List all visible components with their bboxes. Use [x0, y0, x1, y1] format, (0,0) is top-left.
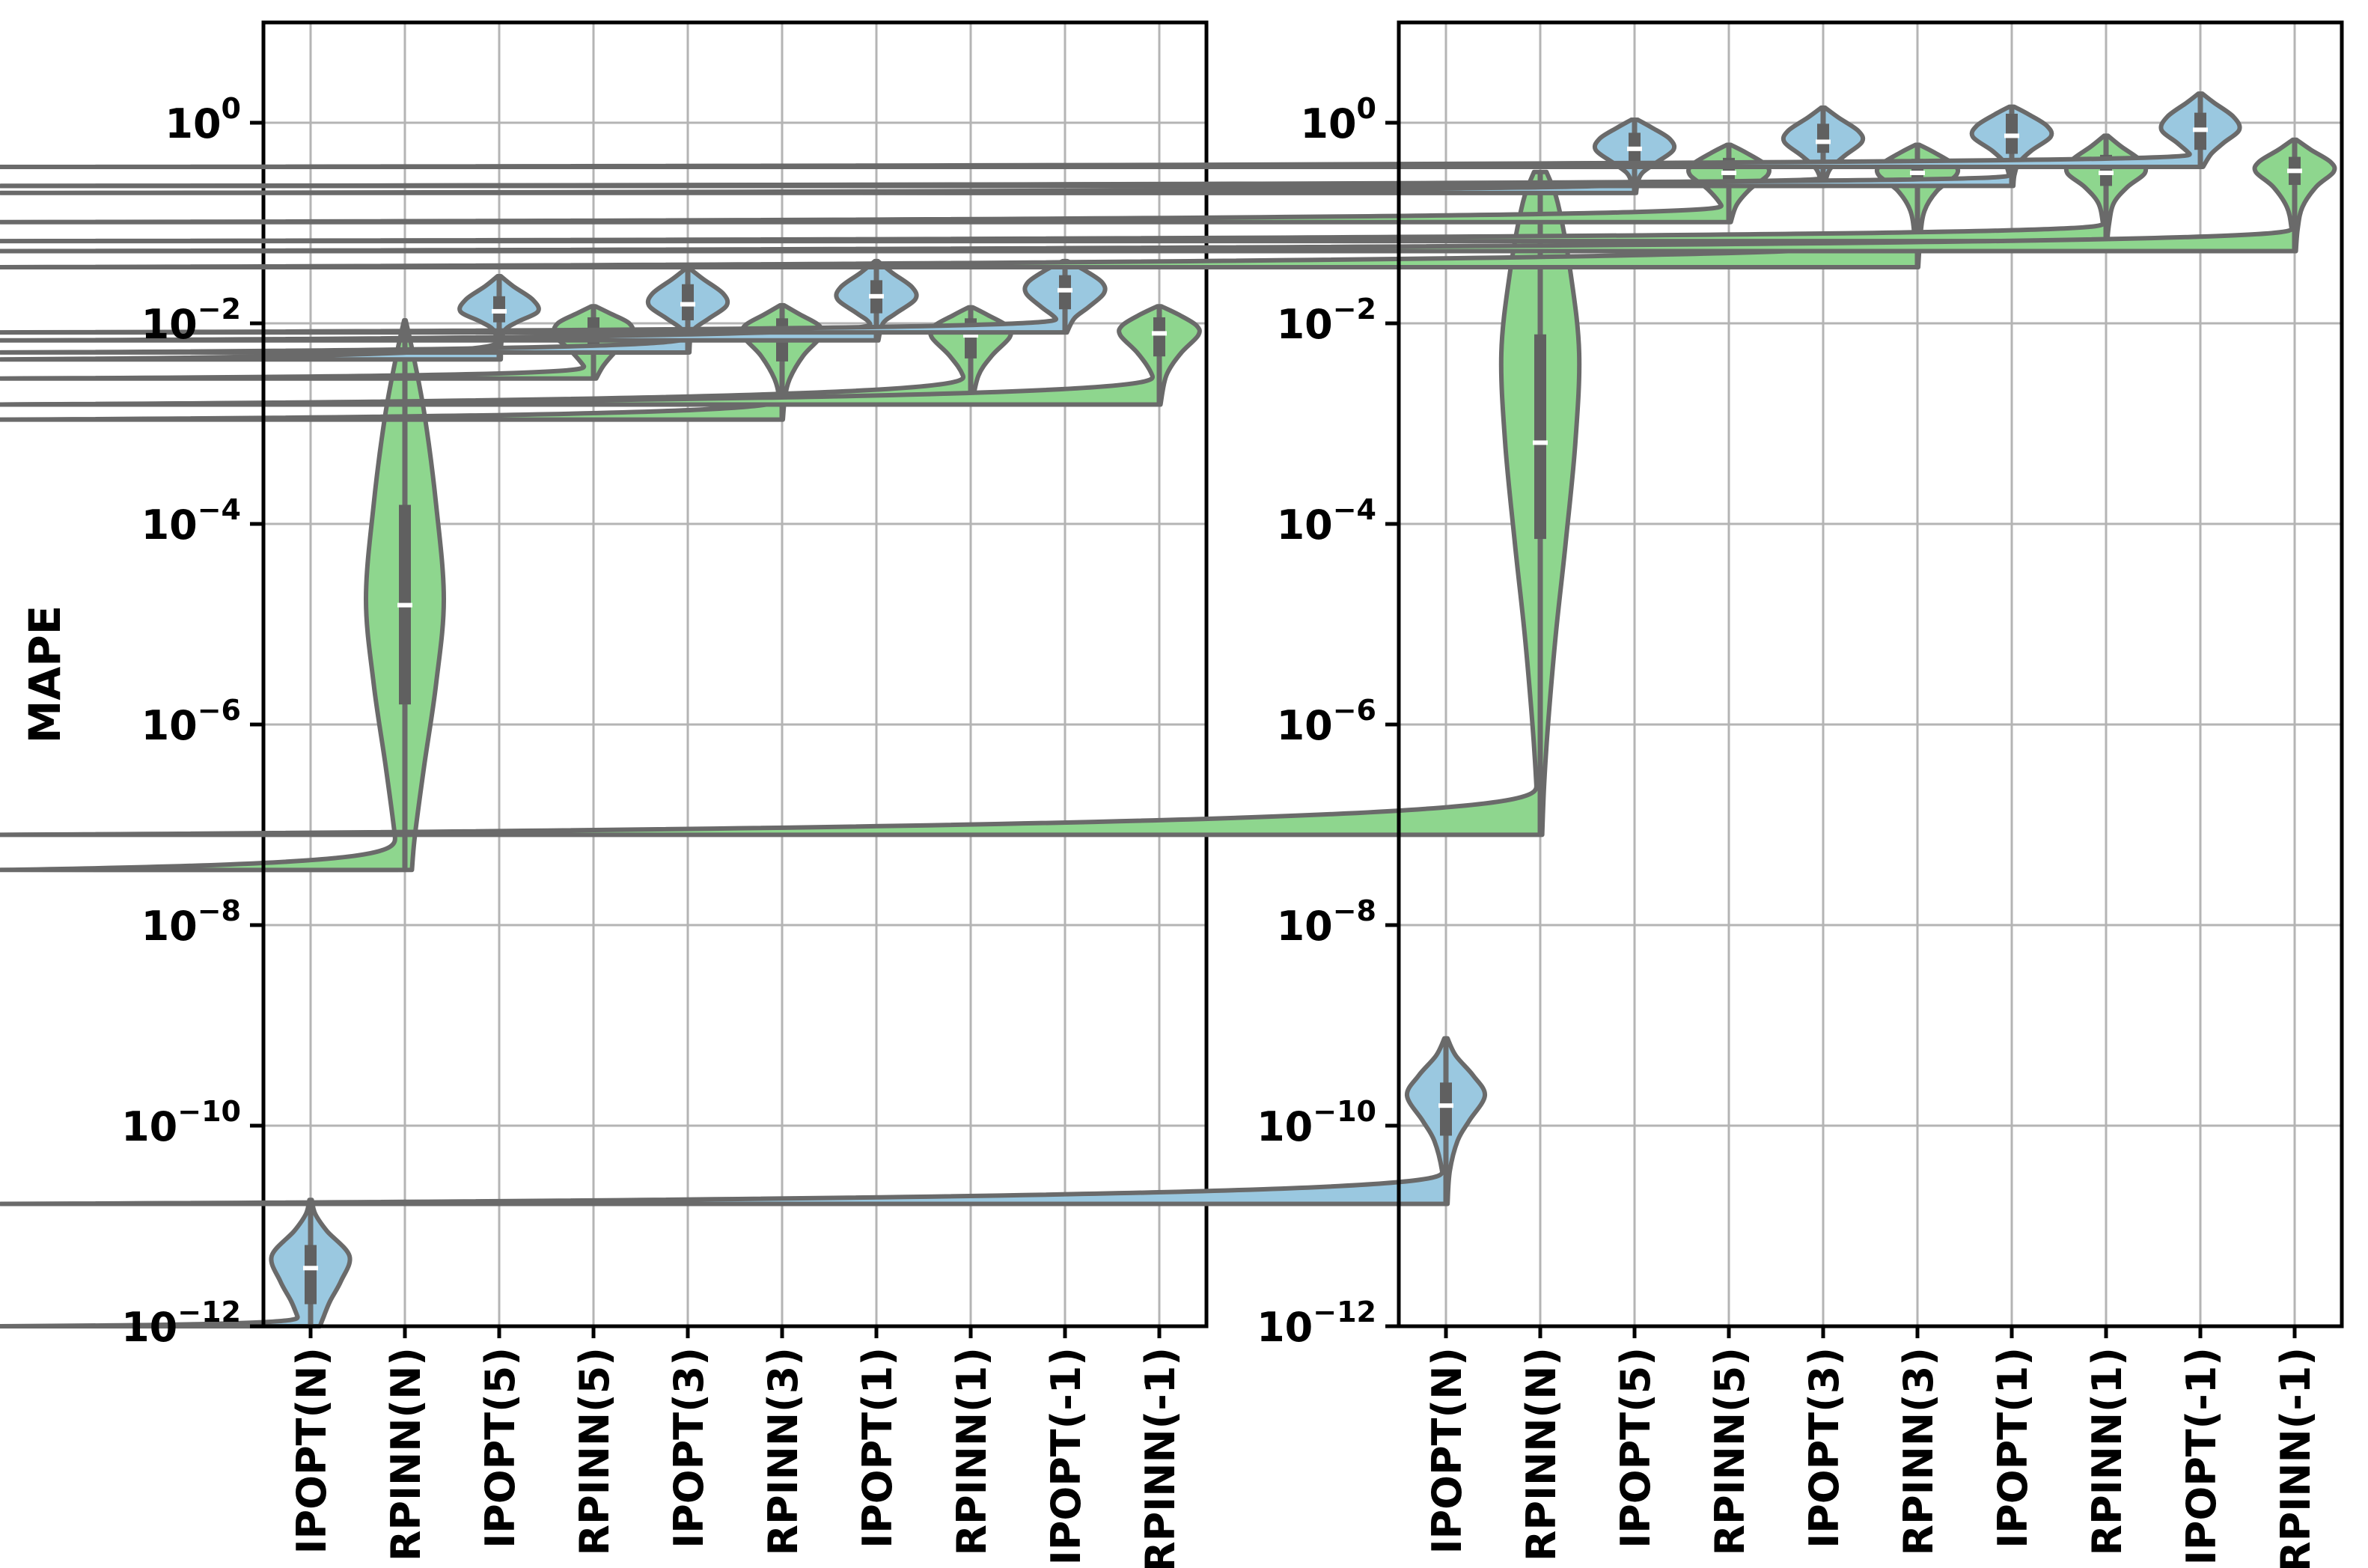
x-tick-label-ipopt-1: IPOPT(1)	[1989, 1347, 2036, 1549]
x-tick-label-rpinn-n: RPINN(N)	[382, 1347, 430, 1561]
violin-ipopt-n	[0, 1036, 1488, 1206]
x-tick-label-ipopt-5: IPOPT(5)	[477, 1347, 524, 1549]
violin-ipopt-3	[0, 266, 730, 355]
x-tick-label-rpinn-3: RPINN(3)	[760, 1347, 807, 1556]
axes-border	[1397, 20, 2344, 1328]
iqr-box-ipopt-3	[1817, 123, 1829, 153]
violin-ipopt-1	[0, 104, 2054, 189]
iqr-box-ipopt-n	[1440, 1082, 1452, 1136]
median-line-ipopt-3	[1816, 139, 1831, 144]
median-line-ipopt-n	[1438, 1103, 1453, 1108]
iqr-box-rpinn-1	[1153, 317, 1165, 357]
x-tick-label-rpinn-n: RPINN(N)	[1518, 1347, 1565, 1561]
axis-ticks-and-labels: 100 10−2 10−4 10−6 10−8 10−10 10−12 IPOPT(N) RPI…	[121, 92, 1184, 1568]
subplot-right: 100 10−2 10−4 10−6 10−8 10−10 10−12 IPOPT(N) RPI…	[0, 20, 2344, 1568]
violin-rpinn-3	[0, 142, 1961, 270]
y-tick-label: 10−10	[121, 1095, 241, 1150]
median-line-rpinn-1	[2287, 168, 2302, 174]
y-tick-label: 10−12	[121, 1296, 241, 1351]
median-line-rpinn-n	[397, 603, 412, 608]
x-tick-label-rpinn-5: RPINN(5)	[571, 1347, 618, 1556]
x-tick-label-rpinn-1: RPINN(-1)	[2272, 1347, 2319, 1568]
x-tick-label-rpinn-5: RPINN(5)	[1706, 1347, 1754, 1556]
median-line-ipopt-n	[303, 1266, 318, 1271]
axes-border	[261, 20, 1209, 1328]
median-line-rpinn-n	[1533, 440, 1548, 445]
median-line-rpinn-1	[2099, 171, 2114, 175]
y-tick-label: 100	[165, 92, 241, 147]
violins	[0, 91, 2337, 1206]
subplot-left: 100 10−2 10−4 10−6 10−8 10−10 10−12 IPOPT(N) RPI…	[0, 20, 1209, 1568]
y-tick-label: 10−4	[141, 493, 241, 549]
violin-ipopt-n	[0, 1198, 353, 1329]
x-tick-label-ipopt-1: IPOPT(1)	[854, 1347, 901, 1549]
violins	[0, 258, 1202, 1329]
median-line-rpinn-1	[1152, 331, 1167, 336]
median-line-ipopt-3	[680, 302, 695, 307]
median-line-rpinn-3	[1910, 171, 1925, 175]
x-tick-label-ipopt-n: IPOPT(N)	[1423, 1347, 1471, 1555]
x-tick-label-rpinn-1: RPINN(-1)	[1137, 1347, 1184, 1568]
x-tick-label-rpinn-3: RPINN(3)	[1895, 1347, 1942, 1556]
x-tick-label-ipopt-3: IPOPT(3)	[665, 1347, 712, 1549]
iqr-box-ipopt-n	[305, 1245, 317, 1305]
x-tick-label-ipopt-n: IPOPT(N)	[288, 1347, 335, 1555]
y-axis-label: MAPE	[19, 605, 70, 744]
x-tick-label-rpinn-1: RPINN(1)	[2084, 1347, 2131, 1556]
y-tick-label: 10−6	[1277, 694, 1376, 749]
violin-rpinn-n	[0, 169, 1582, 838]
median-line-ipopt-5	[492, 308, 507, 314]
axis-ticks-and-labels: 100 10−2 10−4 10−6 10−8 10−10 10−12 IPOPT(N) RPI…	[1257, 92, 2319, 1568]
violin-rpinn-1	[0, 137, 2337, 254]
x-tick-label-ipopt-3: IPOPT(3)	[1801, 1347, 1848, 1549]
median-line-ipopt-1	[2004, 133, 2019, 138]
median-line-ipopt-1	[1058, 287, 1072, 293]
violin-ipopt-1	[0, 91, 2242, 170]
median-line-ipopt-1	[2193, 127, 2208, 132]
median-line-ipopt-5	[1627, 146, 1642, 151]
violin-rpinn-1	[0, 133, 2149, 244]
median-line-rpinn-1	[963, 333, 978, 338]
x-tick-label-ipopt-1: IPOPT(-1)	[1043, 1347, 1090, 1565]
x-tick-label-ipopt-5: IPOPT(5)	[1612, 1347, 1659, 1549]
x-tick-label-rpinn-1: RPINN(1)	[948, 1347, 995, 1556]
y-tick-label: 10−8	[141, 894, 241, 950]
y-tick-label: 10−6	[141, 694, 241, 749]
y-tick-label: 100	[1300, 92, 1376, 147]
median-line-ipopt-1	[869, 293, 884, 299]
median-line-rpinn-5	[1721, 171, 1736, 175]
y-tick-label: 10−8	[1277, 894, 1376, 950]
y-tick-label: 10−12	[1257, 1296, 1376, 1351]
y-tick-label: 10−4	[1277, 493, 1376, 549]
y-tick-label: 10−2	[141, 293, 241, 348]
violin-ipopt-1	[0, 258, 1108, 335]
violin-rpinn-1	[0, 304, 1202, 407]
violin-ipopt-5	[0, 118, 1677, 195]
y-tick-label: 10−2	[1277, 293, 1376, 348]
y-tick-label: 10−10	[1257, 1095, 1376, 1150]
violin-rpinn-5	[0, 142, 1772, 225]
iqr-box-rpinn-n	[1534, 334, 1546, 540]
x-tick-label-ipopt-1: IPOPT(-1)	[2178, 1347, 2225, 1565]
